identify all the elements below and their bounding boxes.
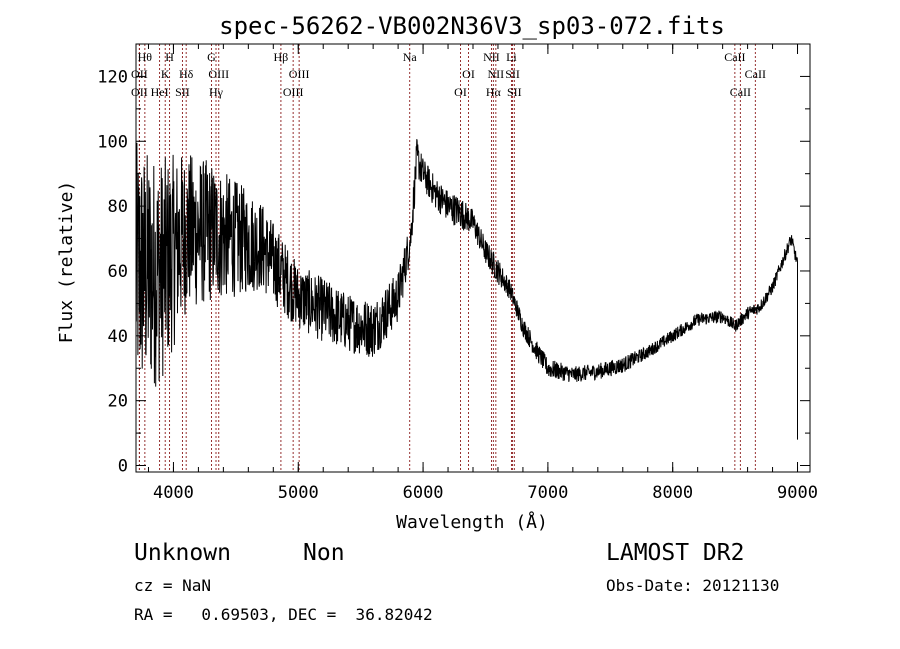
line-marker-label: SII: [507, 85, 522, 99]
line-marker-label: SII: [505, 67, 520, 81]
line-marker-label: H: [165, 50, 174, 64]
line-marker-label: CaII: [724, 50, 745, 64]
y-tick-label: 40: [108, 327, 128, 347]
y-tick-label: 0: [118, 457, 128, 477]
x-tick-label: 7000: [527, 483, 568, 503]
y-tick-label: 60: [108, 262, 128, 282]
line-marker-label: NII: [483, 50, 500, 64]
class-label: Unknown: [134, 540, 231, 566]
line-marker-label: HeI: [151, 85, 169, 99]
x-tick-label: 9000: [777, 483, 818, 503]
line-marker-label: Hδ: [179, 67, 194, 81]
line-marker-labels: OIIOIIHθHeIKHSIIHδGHγOIIIHβOIIIOIIINaOIO…: [131, 50, 766, 99]
line-marker-label: Na: [403, 50, 418, 64]
y-tick-label: 20: [108, 392, 128, 412]
cz-value: cz = NaN: [134, 576, 211, 595]
x-axis-ticks: 4000 5000 6000 7000 8000 9000: [147, 44, 818, 503]
line-markers: [138, 44, 756, 472]
ra-dec: RA = 0.69503, DEC = 36.82042: [134, 605, 433, 624]
spectrum-line: [135, 139, 798, 440]
x-tick-label: 4000: [153, 483, 194, 503]
line-marker-label: CaII: [730, 85, 751, 99]
chart-title: spec-56262-VB002N36V3_sp03-072.fits: [219, 12, 725, 40]
x-tick-label: 6000: [403, 483, 444, 503]
line-marker-label: OIII: [289, 67, 310, 81]
line-marker-label: SII: [175, 85, 190, 99]
survey-label: LAMOST DR2: [606, 540, 744, 566]
line-marker-label: Li: [506, 50, 517, 64]
line-marker-label: OIII: [208, 67, 229, 81]
line-marker-label: K: [161, 67, 170, 81]
line-marker-label: OII: [131, 85, 148, 99]
line-marker-label: OIII: [283, 85, 304, 99]
line-marker-label: G: [207, 50, 216, 64]
line-marker-label: CaII: [745, 67, 766, 81]
plot-frame: [135, 43, 811, 473]
line-marker-label: Hγ: [209, 85, 224, 99]
x-axis-label: Wavelength (Å): [396, 511, 548, 533]
obs-date: Obs-Date: 20121130: [606, 576, 779, 595]
y-tick-label: 120: [97, 67, 128, 87]
line-marker-label: NII: [488, 67, 505, 81]
y-axis-ticks: 0 20 40 60 80 100 120: [97, 67, 810, 477]
x-tick-label: 8000: [652, 483, 693, 503]
y-axis-label: Flux (relative): [56, 181, 77, 344]
line-marker-label: Hθ: [138, 50, 153, 64]
line-marker-label: Hβ: [274, 50, 289, 64]
y-tick-label: 100: [97, 132, 128, 152]
x-tick-label: 5000: [278, 483, 319, 503]
line-marker-label: Hα: [486, 85, 502, 99]
y-tick-label: 80: [108, 197, 128, 217]
line-marker-label: OI: [454, 85, 467, 99]
line-marker-label: OII: [131, 67, 148, 81]
line-marker-label: OI: [462, 67, 475, 81]
subclass-label: Non: [303, 540, 345, 566]
